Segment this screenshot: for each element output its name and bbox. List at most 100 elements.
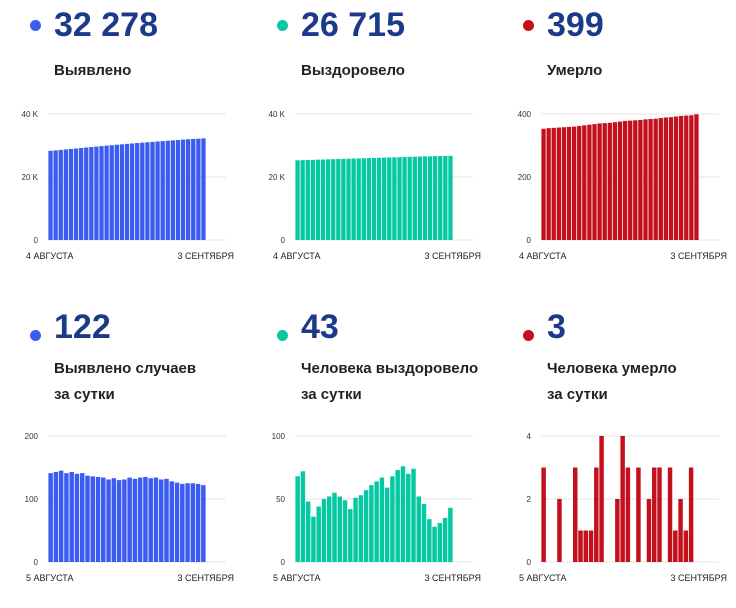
chart-bar xyxy=(106,479,111,562)
chart-bar xyxy=(382,157,387,240)
chart-bar xyxy=(53,150,58,240)
chart-bar xyxy=(583,530,588,562)
chart-bar xyxy=(652,467,657,562)
chart-bar xyxy=(58,470,64,562)
chart-bar xyxy=(64,473,69,562)
chart-bar xyxy=(577,125,582,240)
chart-bar xyxy=(109,145,114,240)
chart-bar xyxy=(174,482,180,562)
chart-bar xyxy=(557,499,562,562)
chart-bar xyxy=(124,143,130,240)
chart-bar xyxy=(541,467,546,562)
chart-bar xyxy=(305,501,311,562)
metric-label: Выявлено случаев xyxy=(54,360,197,377)
chart-bar xyxy=(438,156,443,240)
chart-bar xyxy=(667,467,673,562)
x-start-label: 4 АВГУСТА xyxy=(273,251,321,261)
chart-bar xyxy=(369,485,374,562)
chart-bar xyxy=(80,473,85,562)
bullet-dot-icon xyxy=(277,330,288,341)
chart-bar xyxy=(336,159,341,240)
chart-bar xyxy=(341,158,346,240)
chart-bar xyxy=(437,522,443,562)
chart-bar xyxy=(63,149,68,240)
chart-bar xyxy=(300,471,306,562)
chart-bar xyxy=(683,530,689,562)
y-tick-label: 100 xyxy=(272,432,286,441)
chart-bar xyxy=(442,517,448,562)
chart-bar xyxy=(104,145,109,240)
x-start-label: 5 АВГУСТА xyxy=(519,573,567,583)
chart-bar xyxy=(140,142,145,240)
x-start-label: 4 АВГУСТА xyxy=(26,251,74,261)
chart-bar xyxy=(175,139,181,240)
chart-bar xyxy=(390,476,395,562)
chart-bar xyxy=(412,156,417,240)
chart-bar xyxy=(416,496,421,562)
x-start-label: 4 АВГУСТА xyxy=(519,251,567,261)
chart-bar xyxy=(633,120,638,240)
chart-bar xyxy=(201,485,206,562)
chart-bar xyxy=(358,495,364,562)
chart-bar xyxy=(150,141,155,240)
chart-bar xyxy=(351,158,356,240)
chart-bar xyxy=(694,114,699,240)
chart-bar xyxy=(688,467,694,562)
y-tick-label: 0 xyxy=(34,558,39,567)
chart-bar xyxy=(407,156,412,240)
chart-bar xyxy=(607,122,612,240)
chart-bar xyxy=(99,146,104,240)
metric-label: Выздоровело xyxy=(301,62,405,79)
y-tick-label: 0 xyxy=(281,558,286,567)
chart-bar xyxy=(135,143,140,240)
chart-bar xyxy=(53,471,59,562)
chart-bar xyxy=(587,124,592,240)
chart-bar xyxy=(551,127,556,240)
chart-bar xyxy=(116,480,122,562)
chart-bar xyxy=(411,468,416,562)
chart-bar xyxy=(185,483,190,562)
chart-bar xyxy=(592,124,597,240)
chart-bar xyxy=(541,128,546,240)
chart-bar xyxy=(643,119,648,240)
chart-bar xyxy=(122,479,127,562)
chart-bar xyxy=(119,144,125,240)
chart-bar xyxy=(316,506,321,562)
chart-bar xyxy=(129,143,135,240)
chart-bar xyxy=(427,156,433,240)
chart-bar xyxy=(617,121,623,240)
metric-label-secondary: за сутки xyxy=(301,386,362,403)
y-tick-label: 4 xyxy=(527,432,532,441)
chart-bar xyxy=(295,160,300,240)
metric-value: 3 xyxy=(547,308,566,346)
chart-bar xyxy=(186,139,191,240)
chart-bar xyxy=(679,115,684,240)
chart-bar xyxy=(571,126,577,240)
chart-bar xyxy=(689,115,694,240)
chart-bar xyxy=(78,148,84,240)
chart-bar xyxy=(327,496,332,562)
chart-bar xyxy=(84,147,89,240)
x-end-label: 3 СЕНТЯБРЯ xyxy=(670,251,727,261)
metric-label: Умерло xyxy=(547,62,603,79)
bullet-dot-icon xyxy=(523,330,534,341)
chart-bar xyxy=(48,473,53,562)
x-end-label: 3 СЕНТЯБРЯ xyxy=(424,251,481,261)
chart-bar xyxy=(546,128,551,240)
chart-bar xyxy=(300,160,305,240)
bar-chart: 0 20 K 40 K 4 АВГУСТА 3 СЕНТЯБРЯ xyxy=(269,110,481,261)
chart-bar xyxy=(311,516,316,562)
metric-value: 32 278 xyxy=(54,6,158,44)
y-tick-label: 0 xyxy=(527,558,532,567)
chart-bar xyxy=(332,492,337,562)
chart-bar xyxy=(392,157,397,240)
y-tick-label: 200 xyxy=(25,432,39,441)
metric-value: 122 xyxy=(54,308,111,346)
y-tick-label: 400 xyxy=(518,110,532,119)
chart-bar xyxy=(612,122,618,240)
chart-bar xyxy=(620,436,625,562)
chart-bar xyxy=(397,157,402,240)
chart-bar xyxy=(615,499,620,562)
chart-bar xyxy=(325,159,331,240)
bullet-dot-icon xyxy=(523,20,534,31)
